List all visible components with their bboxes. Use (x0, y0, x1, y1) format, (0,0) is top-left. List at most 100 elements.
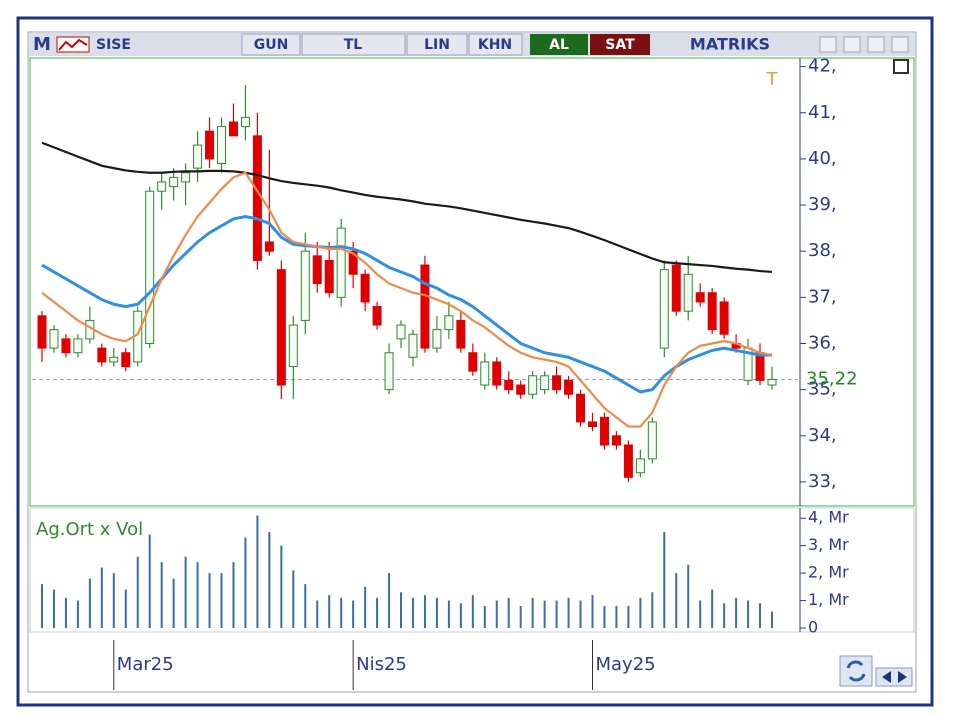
candle-body (49, 329, 59, 349)
y-tick-label: 3, Mr (808, 535, 849, 554)
candle-body (384, 352, 394, 391)
candle-body (707, 292, 717, 331)
volume-bar (220, 573, 223, 628)
candle-body (671, 264, 681, 312)
volume-bar (64, 597, 67, 628)
candle-body (336, 227, 346, 298)
last-price-label: 35,22 (806, 368, 858, 389)
candle-body (480, 361, 490, 386)
panel-button[interactable] (893, 59, 909, 74)
candle-body (492, 361, 502, 386)
candle-body (61, 338, 71, 354)
window-button[interactable] (891, 36, 909, 53)
candle-body (324, 259, 334, 294)
candle-body (121, 352, 131, 368)
button-bg[interactable] (241, 33, 301, 56)
volume-bar (88, 578, 91, 628)
candle-body (635, 458, 645, 474)
volume-bar (735, 597, 738, 628)
button-bg[interactable] (406, 33, 468, 56)
candle-body (599, 416, 609, 446)
volume-bar (411, 597, 414, 628)
volume-bar (364, 586, 367, 628)
buy-bg[interactable] (530, 34, 588, 55)
volume-bar (52, 589, 55, 628)
candle-body (228, 121, 238, 137)
volume-bar (124, 589, 127, 628)
candle-body (540, 375, 550, 391)
y-tick-label: 1, Mr (808, 590, 849, 609)
candle-body (97, 347, 107, 363)
volume-bar (531, 597, 534, 628)
window-button[interactable] (819, 36, 837, 53)
volume-bar (771, 611, 773, 628)
candle-body (647, 421, 657, 460)
scroll-buttons[interactable] (875, 667, 913, 687)
volume-bar (759, 603, 762, 628)
candle-body (240, 116, 250, 128)
y-tick-label: 42, (808, 56, 837, 77)
candle-body (300, 250, 310, 321)
y-tick-label: 2, Mr (808, 563, 849, 582)
volume-bar (711, 589, 714, 628)
volume-bar (591, 595, 594, 628)
volume-bar (148, 534, 151, 628)
candle-body (360, 273, 370, 303)
button[interactable]: KHN (478, 37, 512, 53)
candle-body (576, 393, 586, 423)
candle-body (659, 269, 669, 349)
volume-bar (519, 606, 522, 628)
window-button[interactable] (843, 36, 861, 53)
candle-body (516, 384, 526, 395)
volume-bar (41, 584, 43, 628)
volume-bar (699, 600, 702, 628)
candle-body (552, 375, 562, 391)
symbol[interactable]: SISE (96, 37, 131, 53)
candle-body (109, 356, 119, 363)
chart-icon-line (58, 38, 88, 51)
price-panel (29, 57, 915, 507)
y-tick-label: 38, (808, 240, 837, 261)
button[interactable]: TL (344, 37, 363, 53)
candle-body (623, 444, 633, 478)
button-bg[interactable] (301, 33, 406, 56)
volume-bar (244, 537, 247, 628)
candle-body (456, 319, 466, 349)
y-tick-label: 4, Mr (808, 508, 849, 527)
candle-body (564, 379, 574, 395)
button[interactable]: GUN (254, 37, 289, 53)
volume-bar (316, 600, 319, 628)
y-tick-label: 33, (808, 471, 837, 492)
candle-body (205, 130, 215, 160)
sell-bg[interactable] (590, 34, 650, 55)
volume-bar (459, 603, 462, 628)
buy-button[interactable]: AL (549, 37, 569, 53)
volume-bar (388, 573, 391, 628)
candle-body (468, 352, 478, 372)
x-tick-label: Mar25 (117, 654, 174, 675)
window-button[interactable] (867, 36, 885, 53)
volume-bar (723, 603, 726, 628)
button-bg[interactable] (468, 33, 523, 56)
volume-bar (435, 597, 438, 628)
candle-body (73, 338, 83, 354)
candle-body (145, 190, 155, 344)
candle-body (587, 421, 597, 428)
volume-bar (184, 556, 187, 628)
candle-body (252, 135, 262, 261)
volume-bar (615, 606, 618, 628)
y-tick-label: 0 (808, 618, 818, 637)
volume-bar (555, 600, 558, 628)
candle-body (348, 250, 358, 275)
candle-body (683, 273, 693, 312)
volume-bar (447, 600, 450, 628)
volume-bar (376, 597, 379, 628)
volume-bar (747, 600, 750, 628)
candle-body (528, 375, 538, 395)
sell-button[interactable]: SAT (605, 37, 635, 53)
volume-bar (256, 515, 259, 628)
chart-icon[interactable] (56, 36, 90, 53)
moving-average (41, 171, 773, 428)
button[interactable]: LIN (424, 37, 450, 53)
